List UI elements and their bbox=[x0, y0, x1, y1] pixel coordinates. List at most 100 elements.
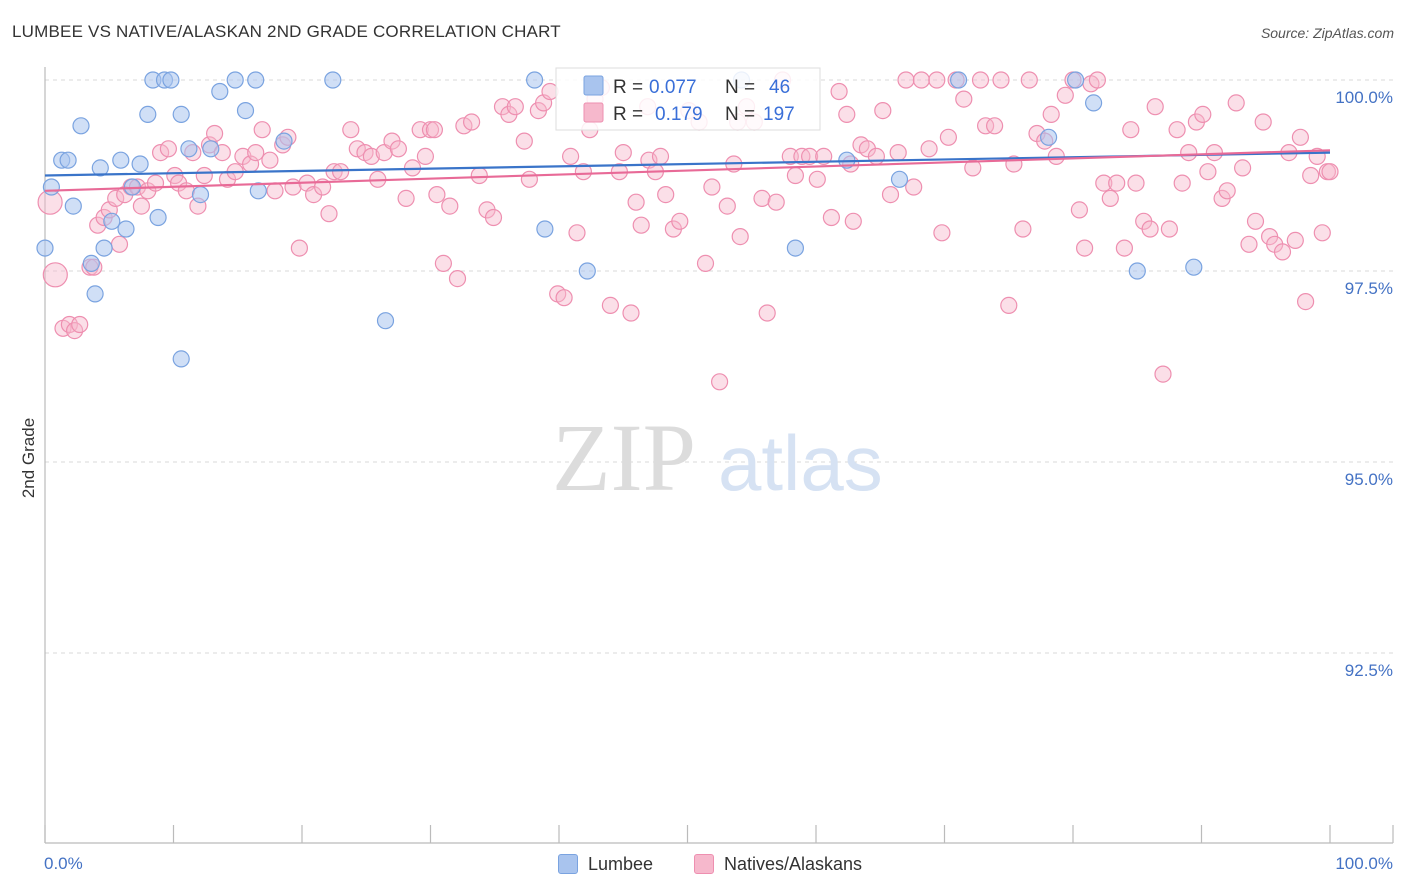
legend-item-natives: Natives/Alaskans bbox=[694, 851, 862, 877]
natives-trend-line bbox=[44, 149, 1331, 192]
lumbee-point bbox=[236, 101, 255, 120]
lumbee-point bbox=[103, 212, 121, 230]
natives-point bbox=[320, 205, 338, 223]
y-tick-label: 92.5% bbox=[1345, 661, 1393, 680]
natives-point bbox=[1313, 224, 1331, 242]
natives-point bbox=[992, 71, 1010, 89]
natives-point bbox=[1088, 71, 1107, 89]
natives-point bbox=[71, 315, 89, 334]
natives-point bbox=[266, 182, 284, 200]
natives-point bbox=[815, 147, 833, 165]
natives-point bbox=[110, 235, 129, 253]
lumbee-point bbox=[1128, 262, 1146, 280]
natives-point bbox=[561, 147, 580, 165]
lumbee-point bbox=[949, 71, 968, 89]
correlation-legend: R = 0.077 N = 46 R = 0.179 N = 197 bbox=[555, 67, 821, 131]
natives-point bbox=[822, 208, 841, 227]
natives-point bbox=[671, 212, 689, 230]
natives-point bbox=[1194, 105, 1212, 124]
lumbee-point bbox=[1039, 128, 1058, 146]
natives-point bbox=[247, 144, 265, 162]
natives-point bbox=[632, 216, 650, 234]
lumbee-point bbox=[91, 159, 109, 177]
natives-point bbox=[657, 186, 675, 204]
natives-point bbox=[1115, 239, 1134, 257]
natives-point bbox=[1233, 159, 1252, 177]
natives-point bbox=[1302, 166, 1320, 185]
natives-point bbox=[132, 197, 150, 215]
natives-point bbox=[332, 163, 350, 181]
natives-point bbox=[42, 262, 68, 288]
lumbee-point bbox=[36, 239, 54, 257]
natives-point bbox=[718, 197, 736, 215]
trend-lines bbox=[44, 149, 1331, 192]
natives-point bbox=[1246, 212, 1265, 230]
natives-point bbox=[1146, 98, 1164, 116]
y-tick-labels: 100.0% 97.5% 95.0% 92.5% bbox=[1335, 88, 1393, 680]
natives-point bbox=[976, 117, 995, 135]
natives-point bbox=[939, 128, 958, 146]
lumbee-point bbox=[59, 151, 77, 169]
natives-point bbox=[1291, 128, 1310, 146]
lumbee-point bbox=[226, 71, 244, 89]
y-tick-label: 95.0% bbox=[1345, 470, 1393, 489]
natives-point bbox=[1000, 296, 1018, 314]
natives-point bbox=[1160, 220, 1179, 238]
lumbee-point bbox=[64, 197, 82, 215]
legend-n-label: N = bbox=[725, 77, 755, 98]
natives-point bbox=[1286, 231, 1304, 249]
y-tick-label: 97.5% bbox=[1345, 279, 1393, 298]
natives-point bbox=[1020, 71, 1038, 89]
natives-point bbox=[1240, 235, 1258, 253]
natives-point bbox=[107, 189, 125, 207]
natives-point bbox=[622, 304, 640, 322]
legend-r-label: R = bbox=[613, 77, 643, 98]
natives-point bbox=[448, 270, 467, 288]
natives-point bbox=[146, 174, 165, 192]
natives-point bbox=[253, 121, 271, 139]
natives-point bbox=[985, 117, 1004, 135]
natives-point bbox=[397, 189, 415, 207]
natives-point bbox=[933, 224, 951, 242]
lumbee-point bbox=[202, 140, 220, 158]
lumbee-point bbox=[131, 155, 149, 173]
x-tick-label: 0.0% bbox=[44, 854, 83, 873]
natives-point bbox=[808, 170, 826, 188]
lumbee-point bbox=[1185, 258, 1203, 276]
legend-swatch-natives bbox=[694, 854, 714, 874]
natives-point bbox=[838, 105, 856, 124]
lumbee-point bbox=[1066, 71, 1085, 89]
watermark-zip: ZIP bbox=[552, 404, 696, 511]
natives-point bbox=[425, 121, 443, 139]
lumbee-point bbox=[149, 208, 167, 227]
source-label: Source: ZipAtlas.com bbox=[1260, 25, 1394, 41]
lumbee-point bbox=[376, 312, 395, 330]
natives-point bbox=[1127, 174, 1145, 192]
natives-point bbox=[284, 178, 302, 196]
natives-point bbox=[152, 144, 170, 162]
x-tick-label: 100.0% bbox=[1335, 854, 1393, 873]
natives-point bbox=[955, 90, 973, 108]
lumbee-point bbox=[247, 71, 265, 89]
natives-point bbox=[696, 254, 715, 272]
lumbee-point bbox=[275, 132, 293, 150]
natives-point bbox=[867, 147, 886, 165]
series-legend: Lumbee Natives/Alaskans bbox=[0, 851, 1406, 877]
natives-point bbox=[731, 228, 749, 246]
lumbee-point bbox=[211, 82, 229, 101]
lumbee-point bbox=[95, 239, 113, 257]
lumbee-point bbox=[890, 170, 909, 188]
natives-point bbox=[261, 151, 279, 169]
natives-point bbox=[1273, 243, 1292, 261]
legend-r-label: R = bbox=[613, 104, 643, 125]
lumbee-point bbox=[117, 220, 135, 238]
watermark: ZIP atlas bbox=[552, 404, 883, 511]
natives-point bbox=[1205, 144, 1224, 162]
natives-point bbox=[484, 208, 503, 227]
legend-label-lumbee: Lumbee bbox=[588, 853, 654, 874]
natives-point bbox=[971, 71, 990, 89]
legend-label-natives: Natives/Alaskans bbox=[724, 853, 863, 874]
natives-point bbox=[1075, 239, 1094, 257]
natives-point bbox=[1199, 163, 1217, 181]
natives-point bbox=[1227, 94, 1245, 112]
